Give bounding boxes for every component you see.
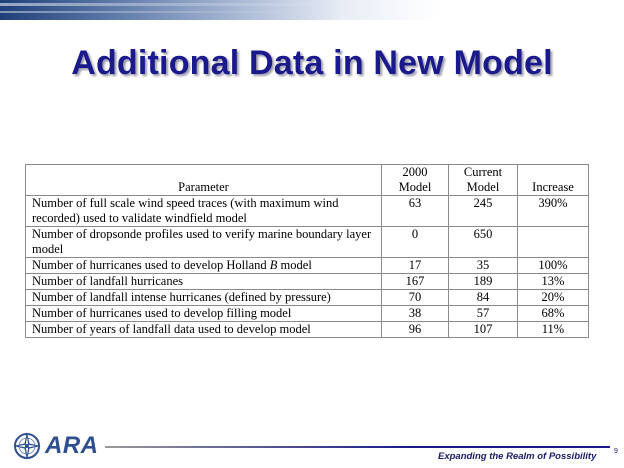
row-parameter: Number of landfall intense hurricanes (d… [25,289,382,306]
table-row: Number of hurricanes used to develop Hol… [25,257,589,274]
row-parameter: Number of landfall hurricanes [25,273,382,290]
header-parameter-label: Parameter [178,180,229,194]
row-2000-value: 70 [381,289,449,306]
logo-wordmark: ARA [45,432,99,459]
table-row: Number of full scale wind speed traces (… [25,195,589,227]
header-current-line1: Current [463,165,503,179]
row-parameter: Number of hurricanes used to develop fil… [25,305,382,322]
row-2000-value: 0 [381,226,449,258]
slide-title: Additional Data in New Model [71,44,553,82]
row-parameter: Number of full scale wind speed traces (… [25,195,382,227]
row-increase-value [517,226,589,258]
row-current-value: 107 [448,321,518,338]
header-current-line2: Model [466,180,500,194]
header-stripe [0,11,300,13]
row-2000-value: 38 [381,305,449,322]
row-current-value: 57 [448,305,518,322]
header-stripe [0,3,340,6]
header-current-model: Current Model [448,164,518,196]
row-current-value: 650 [448,226,518,258]
table-row: Number of landfall hurricanes 167 189 13… [25,273,589,290]
header-2000-line2: Model [398,180,432,194]
row-increase-value: 13% [517,273,589,290]
row-increase-value: 390% [517,195,589,227]
top-header-band [0,0,624,20]
row-parameter: Number of hurricanes used to develop Hol… [25,257,382,274]
footer-tagline: Expanding the Realm of Possibility [438,451,597,462]
header-2000-line1: 2000 [402,165,428,179]
table-row: Number of landfall intense hurricanes (d… [25,289,589,306]
row-2000-value: 63 [381,195,449,227]
compass-star-icon [12,431,42,461]
table-header-row: Parameter 2000 Model Current Model Incre… [25,164,589,196]
header-parameter: Parameter [25,164,382,196]
row-current-value: 245 [448,195,518,227]
footer-divider [105,446,610,448]
row-parameter: Number of dropsonde profiles used to ver… [25,226,382,258]
table-row: Number of years of landfall data used to… [25,321,589,338]
row-current-value: 35 [448,257,518,274]
row-2000-value: 96 [381,321,449,338]
row-2000-value: 17 [381,257,449,274]
header-increase-label: Increase [532,180,574,194]
row-increase-value: 100% [517,257,589,274]
row-current-value: 189 [448,273,518,290]
header-2000-model: 2000 Model [381,164,449,196]
row-parameter: Number of years of landfall data used to… [25,321,382,338]
row-current-value: 84 [448,289,518,306]
header-increase: Increase [517,164,589,196]
table-row: Number of dropsonde profiles used to ver… [25,226,589,258]
row-increase-value: 11% [517,321,589,338]
page-number: 9 [614,448,618,455]
row-2000-value: 167 [381,273,449,290]
parameters-table: Parameter 2000 Model Current Model Incre… [25,164,589,338]
row-parameter-italic: B [269,258,278,272]
row-increase-value: 68% [517,305,589,322]
table-row: Number of hurricanes used to develop fil… [25,305,589,322]
row-increase-value: 20% [517,289,589,306]
ara-logo: ARA [12,430,100,462]
row-parameter-prefix: Number of hurricanes used to develop Hol… [32,258,270,272]
row-parameter-suffix: model [277,258,312,272]
